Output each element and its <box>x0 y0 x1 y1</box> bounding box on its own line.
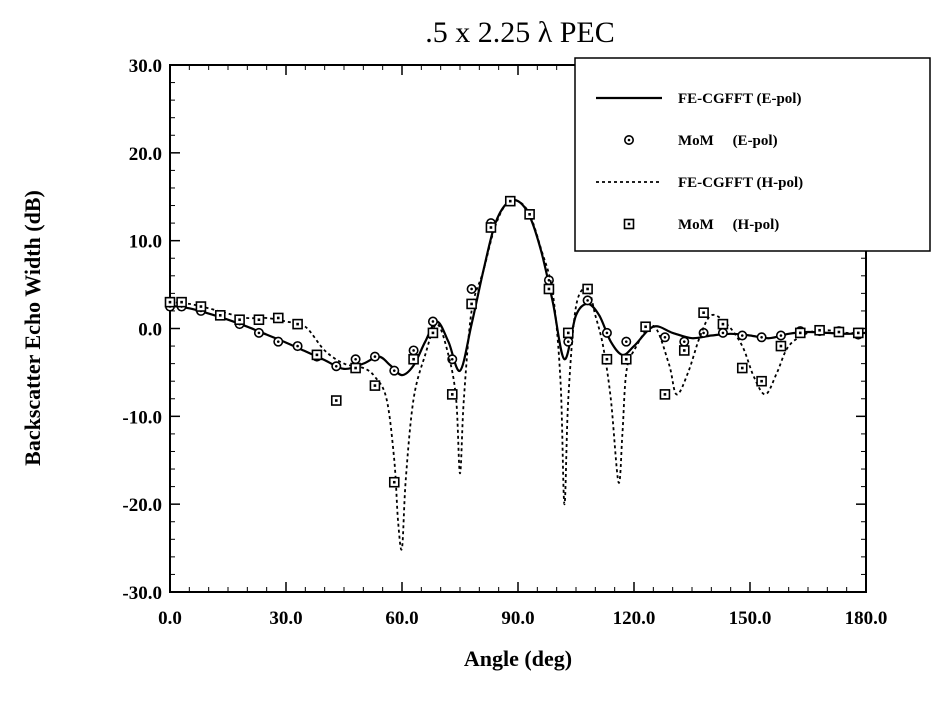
data-point-center <box>547 278 551 282</box>
data-point-center <box>257 318 261 322</box>
x-tick-label: 0.0 <box>158 608 182 629</box>
data-point-center <box>566 331 570 335</box>
data-point-center <box>412 357 415 361</box>
y-tick-label: 0.0 <box>138 320 162 341</box>
data-point-center <box>431 331 435 335</box>
data-point-center <box>682 340 686 343</box>
data-point-center <box>856 331 860 335</box>
data-point-center <box>450 393 454 396</box>
data-point-center <box>818 328 821 332</box>
x-axis: 0.0 30.0 60.0 90.0 120.0 150.0 180.0 <box>158 65 887 629</box>
data-point-center <box>450 357 454 361</box>
data-point-center <box>624 357 628 361</box>
x-tick-label: 150.0 <box>729 608 772 629</box>
data-point-center <box>218 314 222 317</box>
data-point-center <box>392 369 396 372</box>
data-point-center <box>334 399 338 402</box>
y-tick-label: 10.0 <box>129 232 162 253</box>
data-point-center <box>566 340 570 343</box>
data-point-center <box>412 349 415 352</box>
data-point-center <box>168 300 172 304</box>
series-3 <box>169 199 867 551</box>
series-line <box>169 199 867 551</box>
data-point-center <box>373 384 377 387</box>
data-point-center <box>199 305 203 308</box>
legend: FE-CGFFT (E-pol) MoM (E-pol) FE-CGFFT (H-p… <box>574 57 931 252</box>
data-point-center <box>760 379 763 383</box>
data-point-center <box>605 331 609 335</box>
x-tick-label: 180.0 <box>845 608 888 629</box>
data-point-center <box>547 287 551 291</box>
y-axis-title: Backscatter Echo Width (dB) <box>20 190 45 466</box>
data-point-center <box>470 287 473 291</box>
data-point-center <box>508 199 512 203</box>
data-point-center <box>702 311 705 314</box>
x-tick-label: 30.0 <box>269 608 302 629</box>
data-point-center <box>180 300 183 304</box>
legend-label: MoM (E-pol) <box>678 133 778 149</box>
data-point-center <box>296 344 299 348</box>
x-tick-label: 90.0 <box>501 608 534 629</box>
data-point-center <box>644 325 647 329</box>
data-point-center <box>682 349 686 352</box>
y-tick-label: 20.0 <box>129 144 162 165</box>
data-point-center <box>354 366 357 370</box>
data-point-center <box>276 340 280 343</box>
data-point-center <box>586 299 589 302</box>
data-point-center <box>354 357 357 361</box>
x-tick-label: 120.0 <box>613 608 656 629</box>
data-point-center <box>315 353 319 357</box>
data-point-center <box>586 287 589 291</box>
data-point-center <box>373 355 377 358</box>
data-point-center <box>238 318 241 322</box>
data-point-center <box>257 331 261 335</box>
data-point-center <box>431 320 435 323</box>
data-point-center <box>779 344 783 348</box>
y-axis: 30.0 20.0 10.0 0.0 -10.0 -20.0 -30.0 <box>122 56 866 604</box>
data-point-center <box>663 335 667 339</box>
series-4 <box>164 195 864 488</box>
y-tick-label: -30.0 <box>122 583 162 604</box>
data-point-center <box>627 222 631 226</box>
data-point-center <box>779 334 783 337</box>
data-point-center <box>624 340 628 343</box>
x-tick-label: 60.0 <box>385 608 418 629</box>
data-point-center <box>740 366 744 370</box>
y-tick-label: 30.0 <box>129 56 162 77</box>
data-point-center <box>740 334 744 337</box>
legend-label: FE-CGFFT (H-pol) <box>678 175 803 191</box>
data-point-center <box>702 331 705 335</box>
legend-label: MoM (H-pol) <box>678 217 779 233</box>
data-point-center <box>627 138 631 142</box>
legend-label: FE-CGFFT (E-pol) <box>678 91 801 107</box>
data-point-center <box>760 335 763 339</box>
data-point-center <box>276 316 280 320</box>
data-point-center <box>721 322 725 326</box>
data-point-center <box>489 226 493 229</box>
data-point-center <box>837 330 841 334</box>
data-point-center <box>392 480 396 484</box>
data-point-center <box>605 357 609 361</box>
y-tick-label: -20.0 <box>122 495 162 516</box>
data-point-center <box>296 322 299 326</box>
x-axis-title: Angle (deg) <box>464 646 572 671</box>
chart-title: .5 x 2.25 λ PEC <box>425 16 615 49</box>
data-point-center <box>528 213 531 216</box>
series-layer <box>164 195 867 551</box>
data-point-center <box>470 302 473 306</box>
data-point-center <box>721 331 725 335</box>
data-point-center <box>798 331 802 335</box>
data-point-center <box>334 364 338 368</box>
data-point-center <box>663 393 667 396</box>
y-tick-label: -10.0 <box>122 407 162 428</box>
